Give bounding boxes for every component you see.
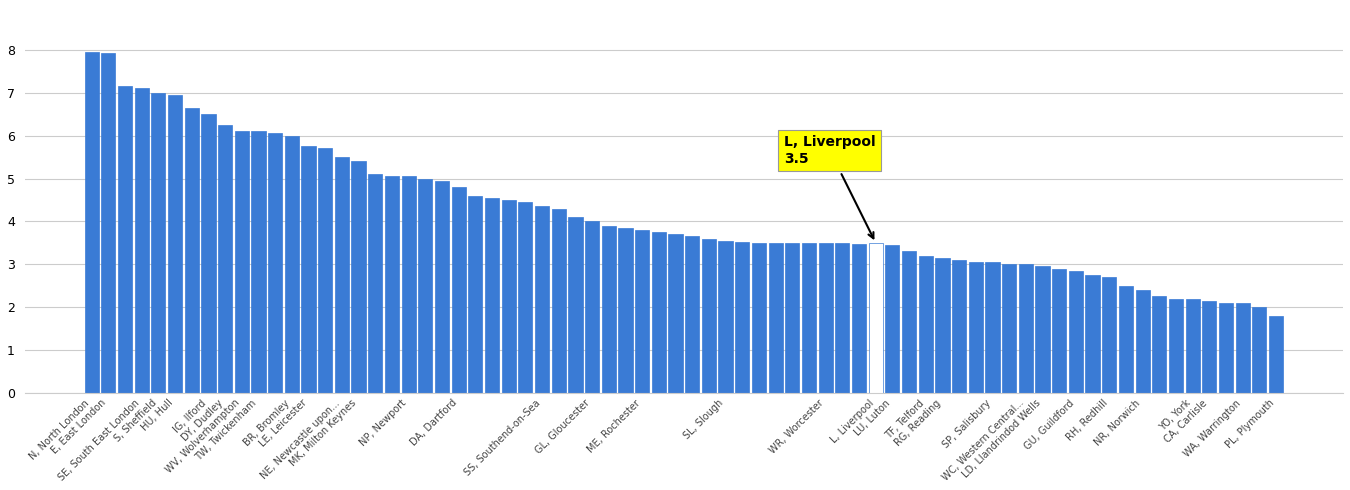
Bar bbox=[802, 243, 815, 393]
Bar bbox=[285, 136, 298, 393]
Bar bbox=[936, 258, 949, 393]
Bar bbox=[101, 53, 116, 393]
Bar bbox=[736, 242, 749, 393]
Bar bbox=[718, 241, 733, 393]
Bar bbox=[1035, 267, 1049, 393]
Bar bbox=[602, 226, 616, 393]
Bar bbox=[852, 244, 867, 393]
Bar bbox=[369, 174, 382, 393]
Bar bbox=[85, 52, 99, 393]
Bar bbox=[969, 262, 983, 393]
Bar bbox=[485, 198, 500, 393]
Bar bbox=[319, 148, 332, 393]
Bar bbox=[752, 243, 765, 393]
Bar bbox=[1102, 277, 1116, 393]
Bar bbox=[1235, 303, 1250, 393]
Bar bbox=[786, 243, 799, 393]
Bar bbox=[684, 237, 699, 393]
Bar bbox=[1085, 275, 1100, 393]
Bar bbox=[1069, 271, 1083, 393]
Bar bbox=[1152, 296, 1166, 393]
Bar bbox=[702, 239, 716, 393]
Bar bbox=[618, 228, 633, 393]
Bar bbox=[668, 234, 683, 393]
Bar bbox=[1185, 298, 1200, 393]
Bar bbox=[351, 161, 366, 393]
Bar bbox=[1219, 303, 1233, 393]
Bar bbox=[952, 260, 967, 393]
Bar bbox=[335, 157, 350, 393]
Bar bbox=[1002, 264, 1017, 393]
Bar bbox=[401, 176, 416, 393]
Bar bbox=[986, 262, 999, 393]
Bar bbox=[452, 187, 466, 393]
Bar bbox=[1119, 286, 1133, 393]
Bar bbox=[502, 200, 516, 393]
Bar bbox=[568, 217, 582, 393]
Bar bbox=[385, 176, 400, 393]
Bar bbox=[235, 131, 248, 393]
Bar bbox=[768, 243, 783, 393]
Bar bbox=[251, 131, 266, 393]
Bar bbox=[1052, 269, 1066, 393]
Bar bbox=[918, 256, 933, 393]
Bar bbox=[201, 114, 216, 393]
Bar bbox=[435, 181, 450, 393]
Bar bbox=[1269, 316, 1282, 393]
Bar bbox=[301, 147, 316, 393]
Bar bbox=[1135, 290, 1150, 393]
Bar bbox=[269, 133, 282, 393]
Bar bbox=[468, 196, 482, 393]
Bar bbox=[836, 243, 849, 393]
Bar bbox=[1019, 264, 1033, 393]
Bar bbox=[518, 202, 532, 393]
Bar bbox=[185, 108, 198, 393]
Bar bbox=[535, 206, 549, 393]
Bar bbox=[135, 88, 148, 393]
Bar bbox=[1203, 301, 1216, 393]
Bar bbox=[818, 243, 833, 393]
Bar bbox=[652, 232, 666, 393]
Bar bbox=[1169, 298, 1183, 393]
Bar bbox=[902, 251, 917, 393]
Bar bbox=[585, 221, 599, 393]
Bar bbox=[167, 95, 182, 393]
Bar bbox=[151, 93, 166, 393]
Text: L, Liverpool
3.5: L, Liverpool 3.5 bbox=[784, 135, 876, 238]
Bar bbox=[219, 125, 232, 393]
Bar bbox=[418, 178, 432, 393]
Bar bbox=[634, 230, 649, 393]
Bar bbox=[1253, 307, 1266, 393]
Bar bbox=[886, 245, 899, 393]
Bar bbox=[117, 86, 132, 393]
Bar bbox=[552, 209, 566, 393]
Bar bbox=[868, 243, 883, 393]
